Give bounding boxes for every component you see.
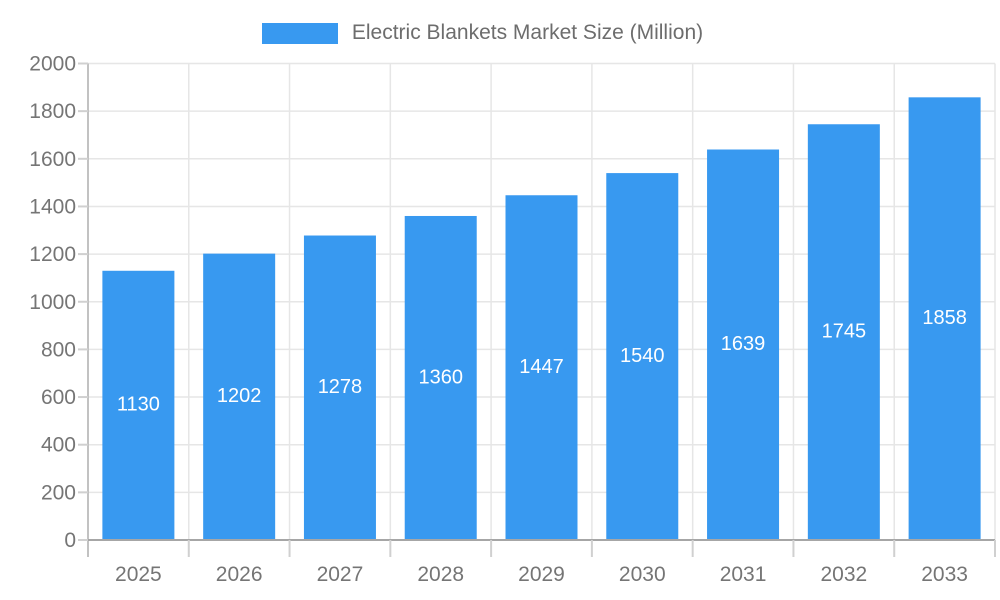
- bar-value-label: 1202: [217, 385, 262, 407]
- x-tick-label: 2031: [720, 563, 767, 586]
- y-tick-label: 1600: [29, 148, 76, 171]
- bar-value-label: 1858: [922, 307, 967, 329]
- bar-value-label: 1447: [519, 356, 564, 378]
- bar[interactable]: [707, 149, 780, 541]
- bar[interactable]: [102, 270, 175, 540]
- bar-value-label: 1639: [721, 333, 766, 355]
- x-tick-label: 2028: [417, 563, 464, 586]
- legend-label: Electric Blankets Market Size (Million): [351, 21, 704, 44]
- bar[interactable]: [606, 173, 679, 540]
- bar-value-label: 1130: [117, 394, 160, 416]
- bar-value-label: 1360: [418, 366, 463, 388]
- x-tick-label: 2033: [921, 563, 968, 586]
- x-tick-label: 2029: [518, 563, 565, 586]
- y-tick-label: 1400: [29, 195, 76, 218]
- legend-swatch-icon: [261, 22, 338, 44]
- bar[interactable]: [908, 97, 981, 541]
- y-tick-label: 0: [64, 529, 76, 552]
- bar[interactable]: [203, 253, 276, 540]
- y-tick-label: 600: [41, 386, 76, 409]
- x-tick-label: 2025: [115, 563, 162, 586]
- bar[interactable]: [807, 124, 880, 540]
- x-tick-label: 2030: [619, 563, 666, 586]
- y-tick-label: 1800: [29, 100, 76, 123]
- y-tick-label: 800: [41, 338, 76, 361]
- bar-value-label: 1278: [318, 376, 363, 398]
- y-tick-label: 1000: [29, 291, 76, 314]
- bar[interactable]: [505, 195, 578, 540]
- legend-item[interactable]: Electric Blankets Market Size (Million): [0, 21, 965, 45]
- y-tick-label: 400: [41, 434, 76, 457]
- x-tick-label: 2026: [216, 563, 263, 586]
- bar[interactable]: [404, 215, 477, 541]
- x-tick-label: 2032: [820, 563, 867, 586]
- y-tick-label: 1200: [29, 243, 76, 266]
- bar-value-label: 1745: [822, 320, 867, 342]
- bar[interactable]: [303, 235, 376, 541]
- y-tick-label: 2000: [29, 53, 76, 76]
- x-tick-label: 2027: [317, 563, 364, 586]
- y-tick-label: 200: [41, 481, 76, 504]
- bar-value-label: 1540: [620, 345, 665, 367]
